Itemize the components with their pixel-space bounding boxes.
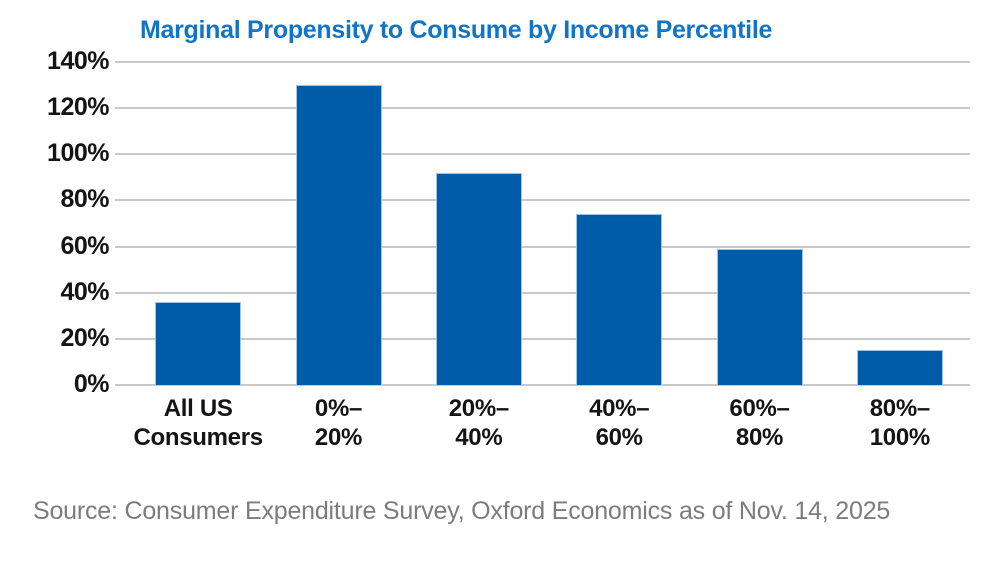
bar <box>856 350 943 385</box>
x-axis-label-line: 40%– <box>589 395 650 422</box>
x-axis-label: 20%– 40% <box>389 394 569 452</box>
y-axis-tick <box>115 384 128 386</box>
x-axis-label: 40%– 60% <box>529 394 709 452</box>
y-axis-tick <box>115 107 128 110</box>
x-axis-label: All US Consumers <box>108 394 288 452</box>
gridline <box>128 61 970 63</box>
chart-title: Marginal Propensity to Consume by Income… <box>140 16 773 44</box>
gridline <box>128 384 970 386</box>
y-axis-tick <box>115 153 128 156</box>
bar <box>155 301 242 385</box>
gridline <box>128 107 970 110</box>
y-axis-label: 100% <box>47 139 109 168</box>
x-axis-label-line: 80% <box>735 424 784 451</box>
gridline <box>128 245 970 248</box>
x-axis-label-line: 60% <box>595 424 643 451</box>
x-axis-label-line: 40% <box>455 424 503 451</box>
x-axis-label-line: 20%– <box>448 395 509 422</box>
bar <box>435 172 522 385</box>
y-axis-tick <box>115 245 128 248</box>
x-axis-label: 80%– 100% <box>810 394 982 452</box>
x-axis-label-line: Consumers <box>133 424 263 451</box>
source-note: Source: Consumer Expenditure Survey, Oxf… <box>33 497 891 525</box>
y-axis-label: 80% <box>60 185 109 214</box>
x-axis-label-line: 60%– <box>729 395 790 422</box>
x-axis-label: 60%– 80% <box>670 394 850 452</box>
y-axis-tick <box>115 61 128 63</box>
y-axis-label: 140% <box>47 47 109 75</box>
x-axis-label-line: 20% <box>314 424 363 451</box>
y-axis-label: 20% <box>60 323 109 352</box>
gridline <box>128 199 970 202</box>
y-axis-label: 40% <box>60 277 109 306</box>
gridline <box>128 153 970 156</box>
bar <box>295 85 382 385</box>
gridline <box>128 291 970 294</box>
gridline <box>128 337 970 340</box>
y-axis-tick <box>115 199 128 202</box>
y-axis-label: 0% <box>73 370 110 398</box>
bar <box>576 214 663 385</box>
y-axis-label: 60% <box>60 231 109 260</box>
bar <box>716 248 803 385</box>
y-axis-tick <box>115 337 128 340</box>
x-axis-label-line: 0%– <box>314 395 363 422</box>
x-axis-label-line: All US <box>163 395 233 422</box>
y-axis-tick <box>115 291 128 294</box>
x-axis-label-line: 80%– <box>869 395 930 422</box>
y-axis-label: 120% <box>47 93 109 122</box>
x-axis-label: 0%– 20% <box>249 394 429 452</box>
x-axis-label-line: 100% <box>869 424 930 451</box>
